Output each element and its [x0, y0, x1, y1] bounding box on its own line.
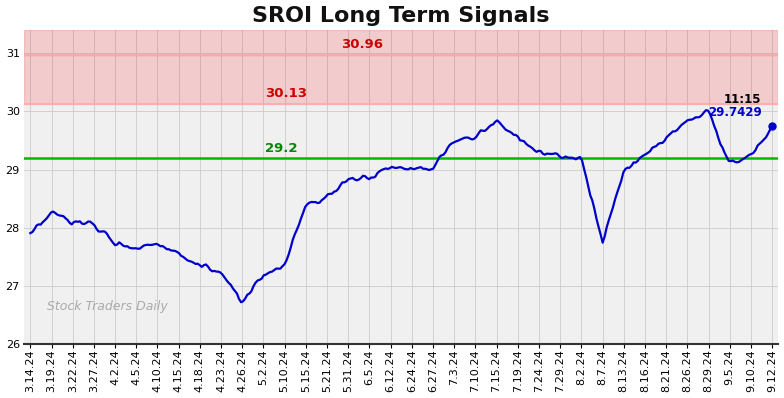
Text: 29.2: 29.2 [266, 142, 298, 155]
Bar [24, 55, 779, 104]
Title: SROI Long Term Signals: SROI Long Term Signals [252, 6, 550, 25]
Text: 30.13: 30.13 [266, 87, 307, 100]
Text: 30.96: 30.96 [341, 39, 383, 51]
Text: 11:15: 11:15 [724, 93, 761, 106]
Text: 29.7429: 29.7429 [708, 107, 761, 119]
Bar [24, 30, 779, 55]
Text: Stock Traders Daily: Stock Traders Daily [46, 300, 167, 312]
